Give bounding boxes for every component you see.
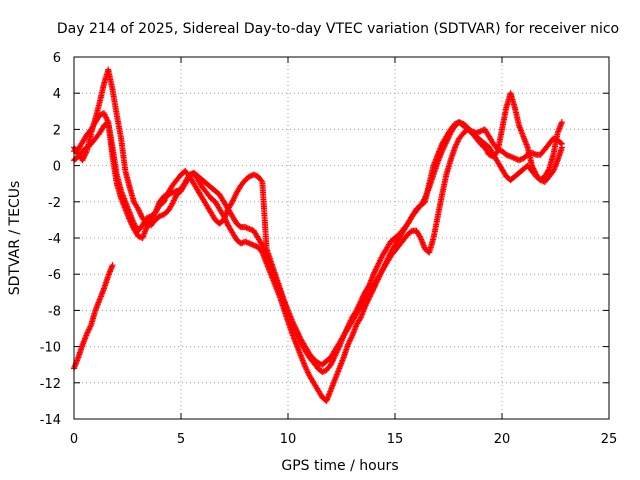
x-axis-label: GPS time / hours (281, 458, 398, 474)
axes: 0 5 10 15 20 25 -14 -12 -10 -8 -6 -4 -2 0 2 4 6 (40, 51, 618, 447)
data-point (558, 144, 565, 151)
y-tick-label: 4 (53, 87, 61, 102)
y-tick-label: -6 (48, 268, 61, 283)
x-tick-label: 25 (601, 432, 618, 447)
y-tick-label: -12 (40, 377, 61, 392)
y-tick-label: -2 (48, 196, 61, 211)
x-tick-label: 20 (494, 432, 511, 447)
x-tick-label: 0 (70, 432, 78, 447)
data-point (557, 139, 564, 146)
y-axis-label: SDTVAR / TECUs (7, 181, 23, 296)
chart-title: Day 214 of 2025, Sidereal Day-to-day VTE… (57, 21, 619, 37)
x-tick-label: 15 (387, 432, 404, 447)
series-track-3 (71, 66, 565, 404)
series-track-2 (71, 90, 565, 368)
y-tick-label: -8 (48, 304, 61, 319)
y-tick-label: -10 (40, 341, 61, 356)
x-tick-label: 5 (177, 432, 185, 447)
y-tick-label: -4 (48, 232, 61, 247)
data-point (558, 119, 565, 126)
y-tick-label: -14 (40, 413, 61, 428)
series-track-4 (71, 262, 116, 372)
x-tick-label: 10 (280, 432, 297, 447)
y-tick-label: 6 (53, 51, 61, 66)
data-point (109, 262, 116, 269)
data-points (71, 66, 565, 404)
y-tick-label: 2 (53, 123, 61, 138)
y-tick-label: 0 (53, 160, 61, 175)
